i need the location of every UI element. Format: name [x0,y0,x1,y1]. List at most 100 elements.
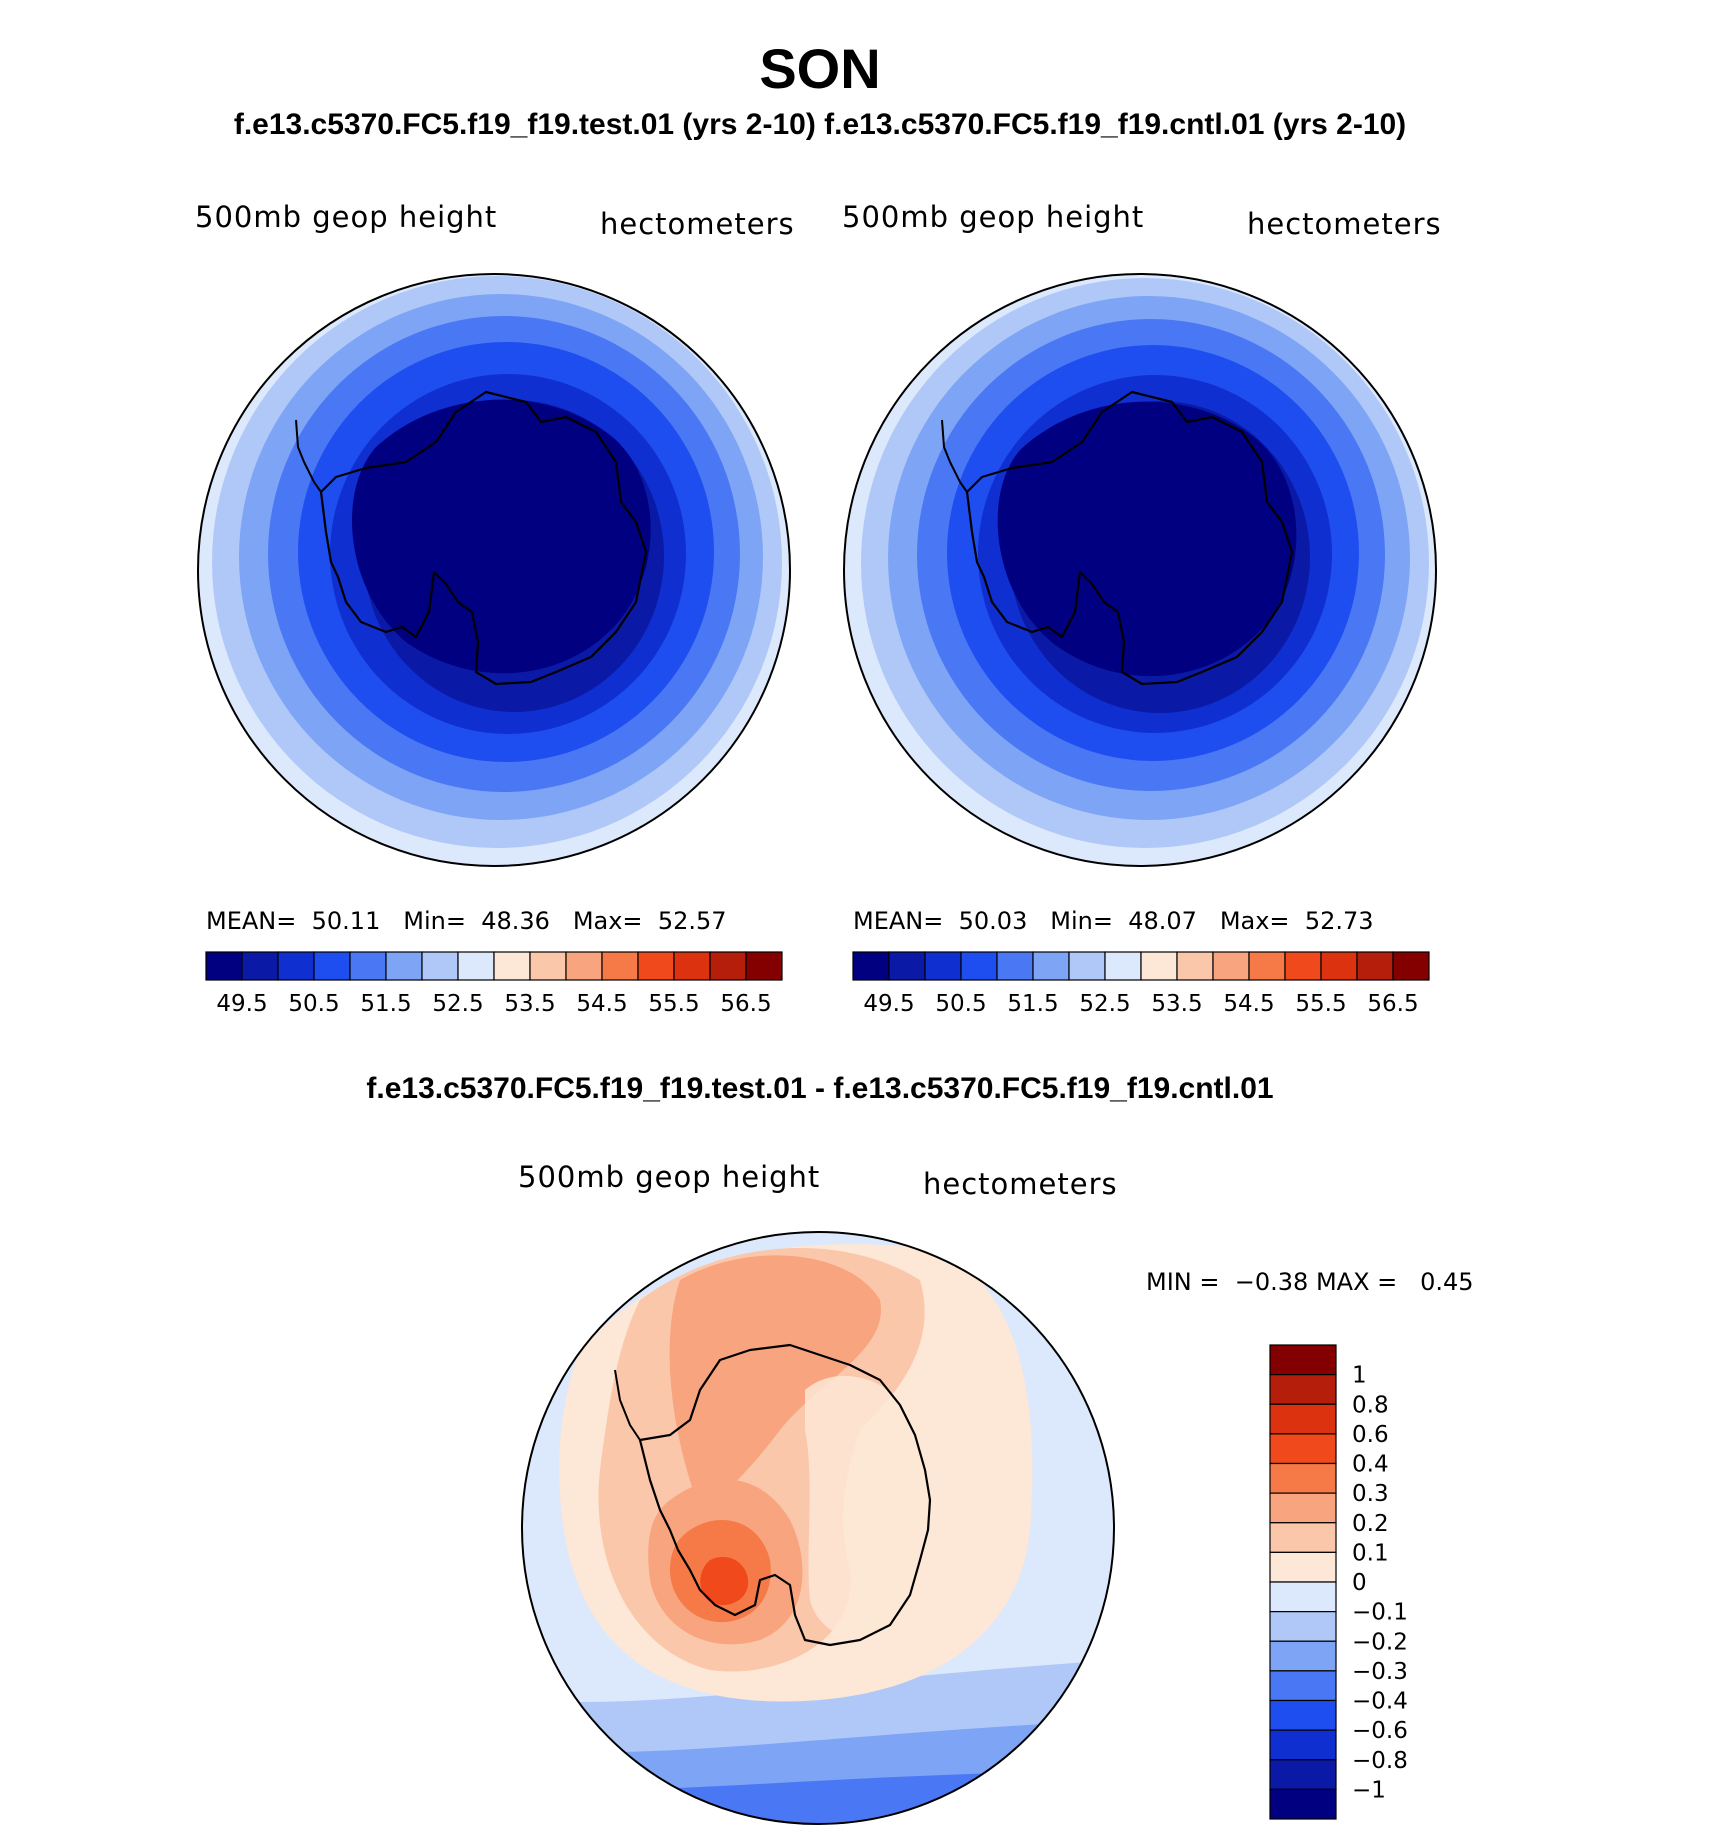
band-0.1-interior [805,1375,924,1640]
colorbar-box [1269,1611,1337,1642]
colorbar-box [1269,1522,1337,1553]
colorbar-tick-label: 0.2 [1352,1511,1389,1537]
colorbar-tick-label: 0 [1352,1570,1367,1596]
colorbar-box [1032,951,1070,981]
mean-value: 50.11 [311,907,381,935]
min-label: MIN = [1146,1268,1220,1296]
panel-1-stats: MEAN= 50.11 Min= 48.36 Max= 52.57 [206,907,727,935]
colorbar-box [1140,951,1178,981]
min-label: Min= [1050,907,1113,935]
antarctic-peninsula-outline [614,1369,641,1441]
figure-subtitle: f.e13.c5370.FC5.f19_f19.test.01 (yrs 2-1… [233,108,1407,141]
colorbar-tick-label: −0.4 [1352,1689,1408,1715]
colorbar-box [745,951,783,981]
colorbar-box [601,951,639,981]
mean-label: MEAN= [853,907,944,935]
colorbar-box [1269,1729,1337,1761]
colorbar-tick-label: 0.3 [1352,1481,1389,1507]
antarctica-coastline [319,390,648,686]
colorbar-tick-label: 0.8 [1352,1392,1389,1418]
colorbar-box [852,951,890,981]
colorbar-box [1269,1670,1337,1702]
colorbar-box [1269,1433,1337,1465]
panel-1-variable-label: 500mb geop height [195,200,498,234]
colorbar-tick-label: 49.5 [863,991,914,1017]
colorbar-tick-label: 53.5 [504,991,555,1017]
max-value: 52.73 [1304,907,1374,935]
antarctica-coastline [965,390,1294,686]
colorbar-box [385,951,423,981]
colorbar-tick-label: 52.5 [1079,991,1130,1017]
colorbar-tick-label: 50.5 [935,991,986,1017]
colorbar-tick-label: 0.6 [1352,1422,1389,1448]
max-label: Max= [572,907,643,935]
panel-2-variable-label: 500mb geop height [842,200,1145,234]
colorbar-box [1269,1462,1337,1494]
mean-label: MEAN= [206,907,297,935]
colorbar-box [529,951,567,981]
colorbar-box [1269,1640,1337,1672]
colorbar-box [1104,951,1142,981]
control-polar-map [843,273,1437,867]
colorbar-box [1269,1788,1337,1820]
map-1-border [197,273,791,867]
colorbar-tick-label: 53.5 [1151,991,1202,1017]
colorbar-box [1284,951,1322,981]
min-value: 48.07 [1128,907,1197,935]
band-49 [352,399,651,674]
figure-title: SON [759,37,881,100]
colorbar-tick-label: 51.5 [1007,991,1058,1017]
colorbar-box [205,951,243,981]
band-49 [997,401,1297,677]
colorbar-panel-1: 49.5 50.5 51.5 52.5 53.5 54.5 55.5 56.5 [205,951,783,1017]
panel-2-stats: MEAN= 50.03 Min= 48.07 Max= 52.73 [853,907,1374,935]
colorbar-box [960,951,998,981]
band-0.3-north [669,1255,881,1510]
colorbar-tick-label: 1 [1352,1363,1367,1389]
colorbar-box [421,951,459,981]
colorbar-box [1392,951,1430,981]
colorbar-box [1068,951,1106,981]
difference-polar-map [521,1231,1115,1825]
colorbar-tick-label: −0.3 [1352,1659,1408,1685]
colorbar-box [1176,951,1214,981]
difference-variable-label: 500mb geop height [518,1160,821,1194]
colorbar-box [1248,951,1286,981]
colorbar-tick-label: 49.5 [216,991,267,1017]
difference-map-border [521,1231,1115,1825]
difference-colorbar: 1 0.8 0.6 0.4 0.3 0.2 0.1 0 −0.1 −0.2 −0.3 −0.4 −0.6… [1269,1344,1408,1820]
colorbar-box [241,951,279,981]
colorbar-tick-label: −0.8 [1352,1748,1408,1774]
colorbar-box [349,951,387,981]
colorbar-tick-label: −0.6 [1352,1718,1408,1744]
colorbar-tick-label: −1 [1352,1777,1386,1803]
panel-1-units-label: hectometers [600,207,795,241]
colorbar-tick-label: −0.2 [1352,1629,1408,1655]
colorbar-box [1269,1374,1337,1405]
colorbar-box [1320,951,1358,981]
max-label: MAX = [1315,1268,1398,1296]
colorbar-tick-label: 56.5 [1367,991,1418,1017]
min-value: 48.36 [481,907,550,935]
colorbar-box [888,951,926,981]
difference-units-label: hectometers [923,1167,1118,1201]
colorbar-tick-label: 56.5 [720,991,771,1017]
colorbar-tick-label: 0.1 [1352,1540,1389,1566]
map-2-border [843,273,1437,867]
mean-value: 50.03 [958,907,1028,935]
colorbar-tick-label: 52.5 [432,991,483,1017]
colorbar-tick-label: 51.5 [360,991,411,1017]
test-polar-map [197,273,791,867]
colorbar-tick-label: 55.5 [1295,991,1346,1017]
colorbar-box [565,951,603,981]
colorbar-tick-label: 0.4 [1352,1452,1389,1478]
colorbar-tick-label: −0.1 [1352,1600,1408,1626]
antarctic-peninsula-outline [295,419,322,493]
antarctica-coastline [638,1343,932,1647]
colorbar-box [1269,1699,1337,1731]
colorbar-box [673,951,711,981]
band-0.6 [700,1556,749,1606]
colorbar-box [1212,951,1250,981]
colorbar-box [996,951,1034,981]
colorbar-box [1356,951,1394,981]
